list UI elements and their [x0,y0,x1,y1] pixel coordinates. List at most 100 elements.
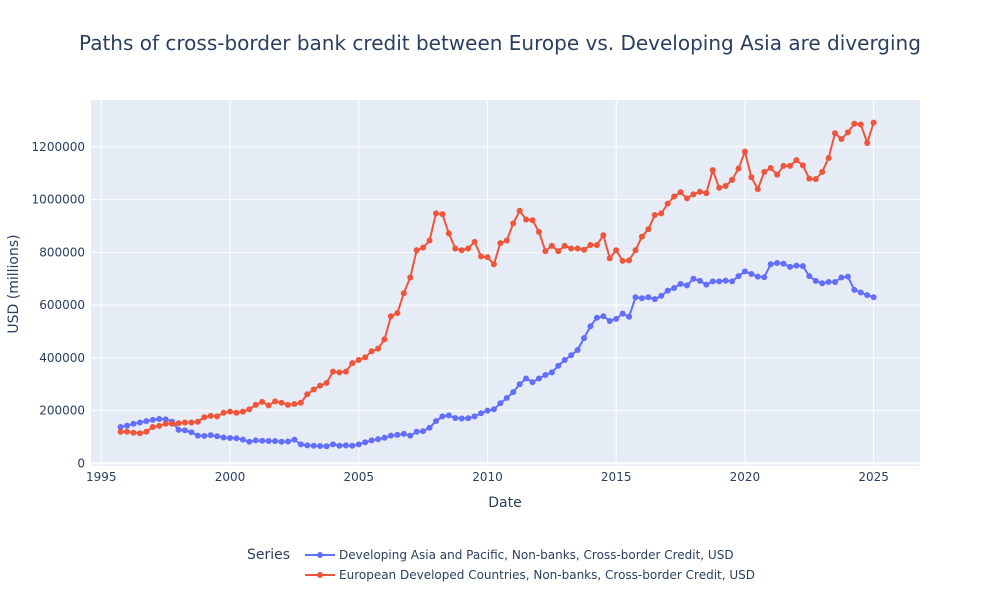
data-point[interactable] [651,211,658,218]
data-point[interactable] [484,254,491,261]
data-point[interactable] [593,314,600,321]
data-point[interactable] [188,419,195,426]
data-point[interactable] [201,414,208,421]
data-point[interactable] [510,389,517,396]
data-point[interactable] [638,295,645,302]
data-point[interactable] [581,335,588,342]
data-point[interactable] [117,428,124,435]
data-point[interactable] [786,162,793,169]
data-point[interactable] [864,139,871,146]
data-point[interactable] [561,242,568,249]
data-point[interactable] [323,443,330,450]
data-point[interactable] [555,362,562,369]
data-point[interactable] [194,432,201,439]
data-point[interactable] [516,381,523,388]
data-point[interactable] [426,237,433,244]
data-point[interactable] [420,428,427,435]
data-point[interactable] [233,435,240,442]
data-point[interactable] [156,416,163,423]
data-point[interactable] [452,245,459,252]
data-point[interactable] [864,292,871,299]
data-point[interactable] [851,120,858,127]
data-point[interactable] [535,228,542,235]
data-point[interactable] [201,432,208,439]
data-point[interactable] [284,401,291,408]
data-point[interactable] [780,260,787,267]
data-point[interactable] [593,242,600,249]
data-point[interactable] [330,441,337,448]
data-point[interactable] [310,442,317,449]
data-point[interactable] [259,398,266,405]
data-point[interactable] [523,216,530,223]
data-point[interactable] [703,190,710,197]
data-point[interactable] [716,184,723,191]
data-point[interactable] [638,233,645,240]
data-point[interactable] [581,246,588,253]
data-point[interactable] [516,207,523,214]
data-point[interactable] [490,261,497,268]
data-point[interactable] [381,336,388,343]
data-point[interactable] [774,259,781,266]
data-point[interactable] [420,244,427,251]
data-point[interactable] [252,401,259,408]
data-point[interactable] [317,442,324,449]
data-point[interactable] [143,418,150,425]
data-point[interactable] [432,418,439,425]
data-point[interactable] [497,240,504,247]
data-point[interactable] [272,437,279,444]
data-point[interactable] [227,435,234,442]
data-point[interactable] [606,317,613,324]
data-point[interactable] [684,282,690,289]
data-point[interactable] [812,176,819,183]
data-point[interactable] [754,273,761,280]
data-point[interactable] [819,168,826,175]
data-point[interactable] [690,191,697,198]
data-point[interactable] [471,238,478,245]
data-point[interactable] [632,294,639,301]
data-point[interactable] [535,375,542,382]
data-point[interactable] [394,310,401,317]
data-point[interactable] [741,148,748,155]
data-point[interactable] [832,278,839,285]
data-point[interactable] [613,315,620,322]
data-point[interactable] [606,255,613,262]
data-point[interactable] [336,442,343,449]
data-point[interactable] [381,434,388,441]
data-point[interactable] [368,348,375,355]
data-point[interactable] [362,439,369,446]
data-point[interactable] [819,280,826,287]
data-point[interactable] [465,245,472,252]
data-point[interactable] [387,313,394,320]
data-point[interactable] [439,211,446,218]
data-point[interactable] [812,277,819,284]
data-point[interactable] [677,189,684,196]
data-point[interactable] [799,162,806,169]
data-point[interactable] [239,436,246,443]
data-point[interactable] [722,277,729,284]
data-point[interactable] [626,257,633,264]
data-point[interactable] [490,406,497,413]
data-point[interactable] [574,346,581,353]
data-point[interactable] [355,357,362,363]
data-point[interactable] [542,248,549,255]
data-point[interactable] [619,257,626,264]
data-point[interactable] [851,286,858,293]
data-point[interactable] [368,437,375,444]
data-point[interactable] [149,416,156,423]
data-point[interactable] [548,242,555,249]
data-point[interactable] [214,433,221,440]
data-point[interactable] [857,121,864,128]
data-point[interactable] [716,278,723,285]
data-point[interactable] [349,360,356,367]
data-point[interactable] [278,438,285,445]
data-point[interactable] [600,313,607,320]
data-point[interactable] [529,379,536,386]
data-point[interactable] [400,430,407,437]
data-point[interactable] [703,281,710,288]
data-point[interactable] [259,437,266,444]
data-point[interactable] [130,420,137,427]
data-point[interactable] [330,368,337,375]
data-point[interactable] [349,442,356,449]
data-point[interactable] [317,382,324,389]
data-point[interactable] [658,210,665,217]
